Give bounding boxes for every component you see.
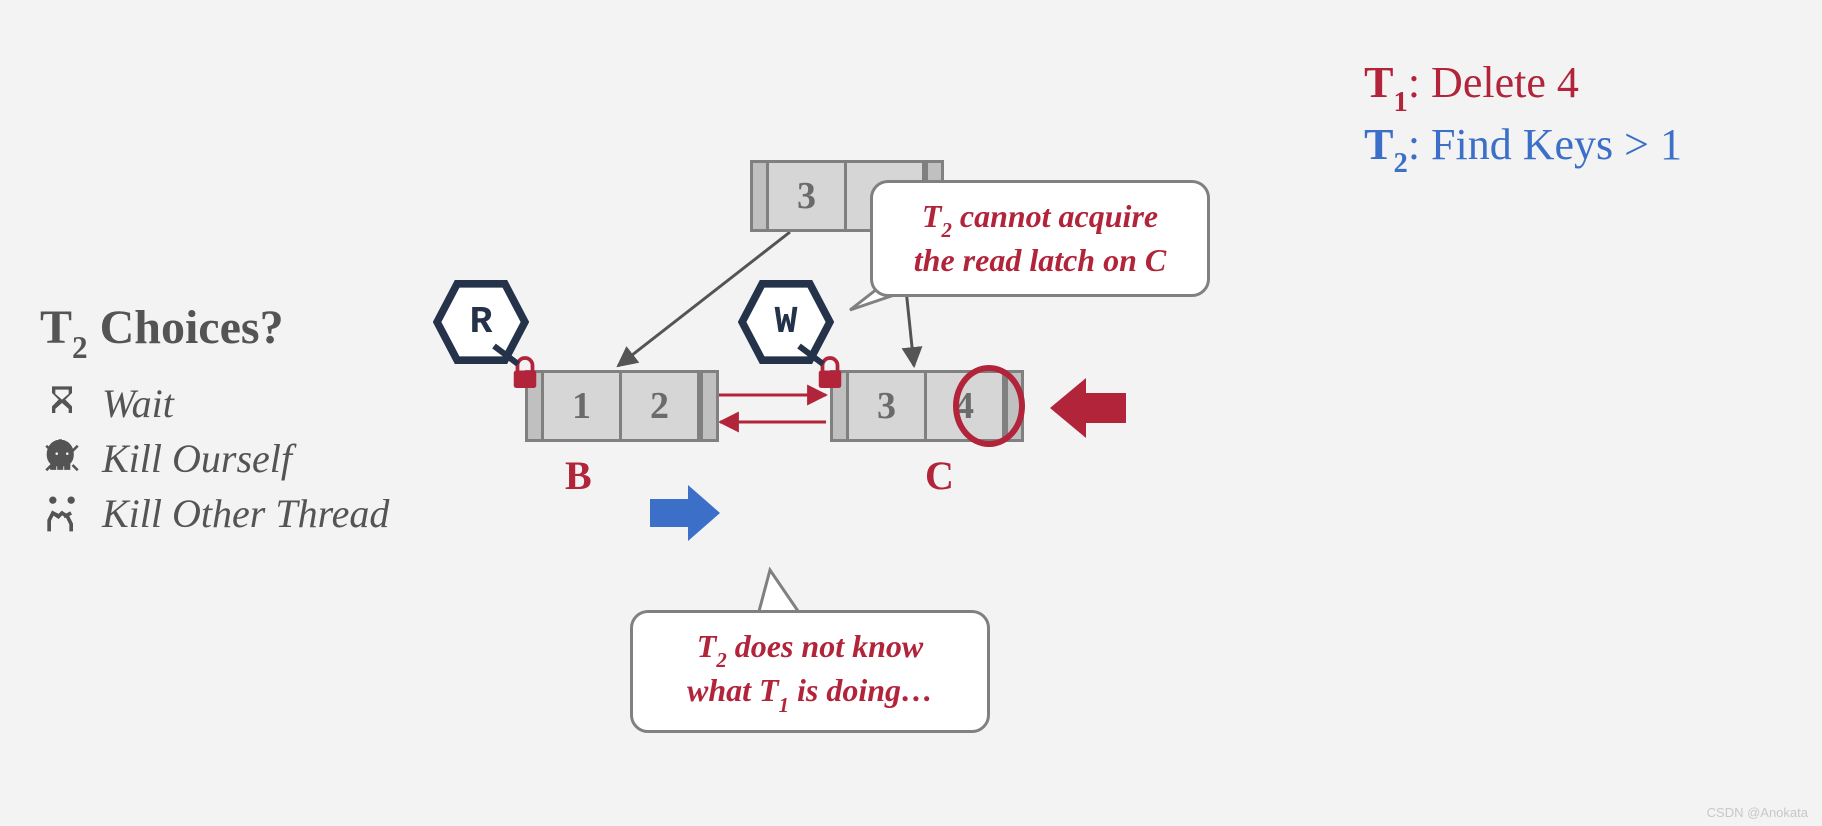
op-t1: T1: Delete 4: [1364, 55, 1682, 117]
choice-kill-self: Kill Ourself: [40, 435, 389, 482]
bubble-bottom-tail: [758, 570, 800, 615]
latch-w-connector: [795, 342, 835, 372]
choice-kill-other: Kill Other Thread: [40, 490, 389, 537]
node-b-cell-0: 1: [544, 373, 622, 439]
node-b-cell-1: 2: [622, 373, 700, 439]
bubble-bottom: T2 does not know what T1 is doing…: [630, 610, 990, 733]
bubble-bottom-line1: T2 does not know: [655, 627, 965, 671]
choice-wait-label: Wait: [102, 380, 174, 427]
choices-title: T2 Choices?: [40, 300, 389, 362]
choice-kill-self-label: Kill Ourself: [102, 435, 292, 482]
choice-wait: Wait: [40, 380, 389, 427]
node-root-cell-0: 3: [769, 163, 847, 229]
node-b: 1 2: [525, 370, 719, 442]
bubble-top: T2 cannot acquire the read latch on C: [870, 180, 1210, 297]
bubble-bottom-line2: what T1 is doing…: [655, 671, 965, 715]
operations-list: T1: Delete 4 T2: Find Keys > 1: [1364, 55, 1682, 178]
op-t1-text: : Delete 4: [1408, 58, 1579, 107]
choice-kill-other-label: Kill Other Thread: [102, 490, 389, 537]
node-c-label: C: [925, 452, 954, 499]
latch-r-connector: [490, 342, 530, 372]
node-c-cell-0: 3: [849, 373, 927, 439]
choices-panel: T2 Choices? Wait Kill Ourself Kill Other…: [40, 300, 389, 545]
block-arrow-red: [1050, 378, 1126, 443]
bubble-top-line1: T2 cannot acquire: [895, 197, 1185, 241]
highlight-circle: [953, 365, 1025, 447]
hourglass-icon: [40, 381, 84, 425]
op-t2: T2: Find Keys > 1: [1364, 117, 1682, 179]
node-b-label: B: [565, 452, 592, 499]
watermark: CSDN @Anokata: [1707, 805, 1808, 820]
block-arrow-blue: [650, 485, 720, 546]
bubble-top-line2: the read latch on C: [895, 241, 1185, 279]
op-t2-text: : Find Keys > 1: [1408, 120, 1682, 169]
skull-icon: [40, 436, 84, 480]
fight-icon: [40, 491, 84, 535]
